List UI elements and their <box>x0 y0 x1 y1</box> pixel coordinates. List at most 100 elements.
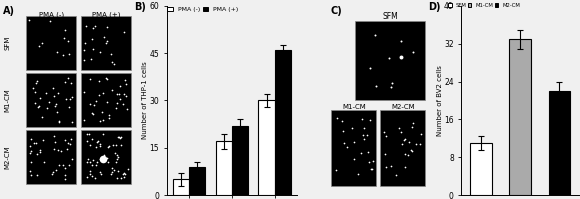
Point <box>121 173 130 176</box>
Text: M2-CM: M2-CM <box>391 104 415 110</box>
Point <box>338 119 347 122</box>
Point <box>332 116 342 119</box>
Point <box>112 92 121 95</box>
Point <box>102 77 111 80</box>
Point <box>99 133 108 136</box>
Point <box>96 143 105 146</box>
Point <box>26 149 35 152</box>
Point <box>53 110 62 114</box>
Point <box>396 131 405 134</box>
Point <box>50 94 59 98</box>
Point <box>30 102 39 105</box>
Point <box>105 145 114 148</box>
FancyBboxPatch shape <box>81 73 130 127</box>
Point <box>107 170 117 173</box>
Point <box>96 170 105 173</box>
Point <box>102 156 111 160</box>
Point <box>28 87 38 90</box>
Point <box>399 139 408 142</box>
Point <box>111 143 121 147</box>
Point <box>87 112 96 115</box>
Point <box>54 91 63 94</box>
Point <box>26 169 35 172</box>
Point <box>99 91 108 94</box>
Point <box>35 149 45 152</box>
Point <box>382 135 391 138</box>
Text: PMA (+): PMA (+) <box>92 12 120 18</box>
Point <box>57 149 66 152</box>
Point <box>94 139 103 142</box>
Point <box>60 177 70 180</box>
Point <box>363 150 372 154</box>
Point <box>331 168 340 172</box>
Point <box>100 35 109 38</box>
Point <box>60 167 69 170</box>
Point <box>88 112 97 115</box>
Text: B): B) <box>134 2 146 12</box>
Point <box>61 28 70 31</box>
Point <box>116 136 125 139</box>
Point <box>24 19 34 22</box>
Point <box>91 99 100 102</box>
Point <box>33 152 42 155</box>
Bar <box>232 126 248 195</box>
FancyBboxPatch shape <box>380 110 425 185</box>
Point <box>121 83 130 86</box>
Point <box>396 39 405 43</box>
Point <box>95 119 104 122</box>
Point <box>88 174 97 177</box>
Point <box>85 160 94 164</box>
Text: M2-CM: M2-CM <box>4 145 10 169</box>
Point <box>86 102 95 106</box>
Legend: PMA (-), PMA (+): PMA (-), PMA (+) <box>167 7 238 12</box>
Point <box>90 24 99 28</box>
Point <box>89 159 98 162</box>
Point <box>368 159 377 162</box>
Point <box>85 132 94 135</box>
Point <box>114 155 123 158</box>
Point <box>93 140 102 143</box>
Point <box>66 98 75 101</box>
Point <box>44 100 53 103</box>
Point <box>387 164 396 167</box>
Point <box>116 143 125 146</box>
Point <box>117 177 126 180</box>
Point <box>401 137 410 140</box>
Point <box>379 130 389 133</box>
Point <box>65 164 74 167</box>
Point <box>108 143 118 146</box>
Point <box>400 152 409 155</box>
Point <box>52 168 61 172</box>
Point <box>87 137 96 140</box>
Text: D): D) <box>429 2 441 12</box>
Point <box>49 148 59 151</box>
Point <box>118 173 128 176</box>
Point <box>60 81 70 84</box>
Point <box>122 107 132 111</box>
Point <box>42 107 52 110</box>
Point <box>368 168 377 171</box>
Text: SFM: SFM <box>382 12 398 21</box>
Point <box>96 145 105 148</box>
Point <box>400 166 409 169</box>
Point <box>89 26 98 30</box>
Point <box>403 154 412 157</box>
Point <box>58 164 67 167</box>
Text: M1-CM: M1-CM <box>342 104 366 110</box>
Point <box>89 103 99 106</box>
Point <box>55 163 64 166</box>
Bar <box>549 91 570 195</box>
Point <box>79 58 89 61</box>
Point <box>50 104 60 107</box>
Point <box>85 170 95 173</box>
Point <box>115 98 124 101</box>
Point <box>360 137 369 140</box>
Point <box>102 77 111 80</box>
Point <box>63 39 72 42</box>
Bar <box>470 143 492 195</box>
Point <box>34 104 43 107</box>
Point <box>55 120 64 123</box>
Point <box>32 174 42 177</box>
Point <box>353 172 362 176</box>
Point <box>82 140 92 143</box>
